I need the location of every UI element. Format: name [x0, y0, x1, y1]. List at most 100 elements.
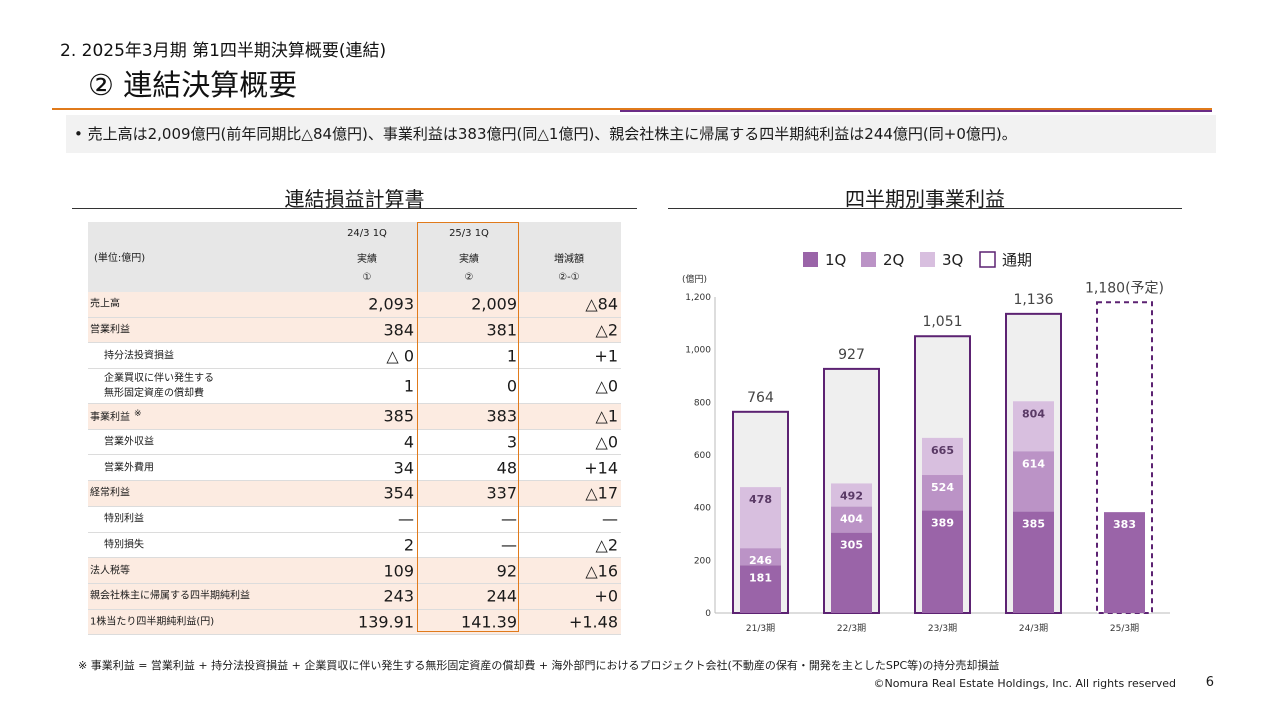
- legend-swatch: [920, 252, 935, 267]
- cell-v1: 384: [383, 320, 414, 340]
- col2-period: 25/3 1Q: [449, 228, 489, 239]
- title-divider-orange: [52, 108, 1212, 110]
- total-value-label: 1,051: [922, 314, 962, 330]
- cell-v1: 243: [383, 586, 414, 606]
- cell-v2: 383: [486, 406, 517, 426]
- x-tick-label: 22/3期: [837, 623, 866, 634]
- income-statement-table: (単位:億円) 24/3 1Q 実績 ① 25/3 1Q 実績 ② 増減額 ②-…: [88, 222, 621, 636]
- y-tick-label: 1,200: [685, 293, 711, 303]
- q3-bar: [1013, 401, 1054, 452]
- chart-title: 四半期別事業利益: [845, 187, 1005, 211]
- q2-value-label: 404: [840, 513, 863, 526]
- cell-v3: △1: [595, 406, 618, 426]
- cell-v1: 385: [383, 406, 414, 426]
- col3-label: 増減額: [554, 254, 584, 265]
- x-tick-label: 21/3期: [746, 623, 775, 634]
- legend-swatch: [861, 252, 876, 267]
- legend-swatch: [803, 252, 818, 267]
- table-row: 親会社株主に帰属する四半期純利益 243 244 +0: [88, 583, 621, 610]
- cell-v3: △0: [595, 376, 618, 396]
- current-quarter-highlight: [417, 222, 519, 632]
- cell-v1: 2: [403, 535, 414, 555]
- col2-label: 実績: [459, 254, 479, 265]
- legend-label: 通期: [1002, 251, 1032, 269]
- section-heading: 2. 2025年3月期 第1四半期決算概要(連結): [60, 41, 387, 61]
- row-label: 営業外収益: [104, 436, 154, 448]
- cell-v3: △2: [595, 320, 618, 340]
- table-body: 売上高 2,093 2,009 △84 営業利益 384 381 △2 持分法投資損益 △ 0 1 +…: [88, 292, 621, 636]
- row-label: 親会社株主に帰属する四半期純利益: [90, 590, 250, 602]
- cell-v2: 2,009: [471, 294, 517, 314]
- cell-v2: 141.39: [461, 612, 517, 632]
- q2-bar: [740, 548, 781, 566]
- y-axis-label: (億円): [682, 273, 707, 285]
- cell-v1: —: [398, 509, 414, 529]
- q2-value-label: 614: [1022, 457, 1045, 470]
- unit-label: (単位:億円): [94, 253, 146, 264]
- cell-v2: 337: [486, 483, 517, 503]
- cell-v3: +1: [594, 346, 618, 366]
- cell-v2: 0: [506, 376, 517, 396]
- row-label: 企業買収に伴い発生する 無形固定資産の償却費: [104, 373, 214, 400]
- table-row: 売上高 2,093 2,009 △84: [88, 292, 621, 318]
- cell-v2: 381: [486, 320, 517, 340]
- summary-box: • 売上高は2,009億円(前年同期比△84億円)、事業利益は383億円(同△1…: [66, 115, 1216, 153]
- legend-swatch: [979, 251, 996, 268]
- page-number: 6: [1205, 675, 1214, 690]
- q1-value-label: 305: [840, 539, 863, 552]
- q2-bar: [922, 475, 963, 511]
- cell-v1: 2,093: [368, 294, 414, 314]
- cell-v2: 48: [496, 458, 517, 478]
- table-row: 法人税等 109 92 △16: [88, 558, 621, 584]
- table-row: 持分法投資損益 △ 0 1 +1: [88, 343, 621, 370]
- y-tick-label: 1,000: [685, 346, 711, 356]
- table-row: 経常利益 354 337 △17: [88, 481, 621, 507]
- cell-v1: 354: [383, 483, 414, 503]
- chart-title-underline: [668, 208, 1182, 209]
- x-tick-label: 25/3期: [1110, 623, 1139, 634]
- cell-v3: △17: [585, 483, 618, 503]
- table-title: 連結損益計算書: [284, 187, 425, 211]
- row-label: 事業利益 ※: [90, 409, 142, 424]
- cell-v1: 109: [383, 561, 414, 581]
- row-label: 特別利益: [104, 513, 144, 525]
- q1-value-label: 385: [1022, 518, 1045, 531]
- cell-v1: 139.91: [358, 612, 414, 632]
- legend-label: 3Q: [942, 251, 963, 269]
- cell-v2: 1: [506, 346, 517, 366]
- cell-v1: 1: [403, 376, 414, 396]
- row-label: 売上高: [90, 298, 120, 310]
- x-tick-label: 23/3期: [928, 623, 957, 634]
- col1-label: 実績: [357, 254, 377, 265]
- title-divider-purple: [620, 110, 1212, 112]
- y-tick-label: 800: [694, 398, 711, 408]
- q2-value-label: 246: [749, 554, 772, 567]
- cell-v2: 244: [486, 586, 517, 606]
- legend-label: 1Q: [825, 251, 846, 269]
- copyright: ©Nomura Real Estate Holdings, Inc. All r…: [873, 677, 1177, 690]
- q2-bar: [1013, 451, 1054, 512]
- cell-v1: △ 0: [386, 346, 414, 366]
- q3-value-label: 804: [1022, 407, 1045, 420]
- cell-v3: +1.48: [568, 612, 618, 632]
- table-row: 特別利益 — — —: [88, 507, 621, 533]
- table-row: 営業利益 384 381 △2: [88, 317, 621, 344]
- col3-mark: ②-①: [558, 272, 580, 283]
- q1-bar: [922, 510, 963, 613]
- col1-period: 24/3 1Q: [347, 228, 387, 239]
- cell-v3: △2: [595, 535, 618, 555]
- total-value-label: 1,136: [1013, 292, 1053, 308]
- table-row: 営業外収益 4 3 △0: [88, 430, 621, 456]
- legend-label: 2Q: [883, 251, 904, 269]
- cell-v2: 92: [496, 561, 517, 581]
- q1-value-label: 389: [931, 517, 954, 530]
- y-tick-label: 400: [694, 504, 711, 514]
- row-label: 営業外費用: [104, 462, 154, 474]
- page-title: ② 連結決算概要: [88, 68, 298, 102]
- table-row: 1株当たり四半期純利益(円) 139.91 141.39 +1.48: [88, 609, 621, 636]
- q3-value-label: 492: [840, 489, 863, 502]
- cell-v1: 34: [393, 458, 414, 478]
- cell-v2: —: [501, 535, 517, 555]
- cell-v3: +14: [584, 458, 618, 478]
- table-header: (単位:億円) 24/3 1Q 実績 ① 25/3 1Q 実績 ② 増減額 ②-…: [88, 222, 621, 292]
